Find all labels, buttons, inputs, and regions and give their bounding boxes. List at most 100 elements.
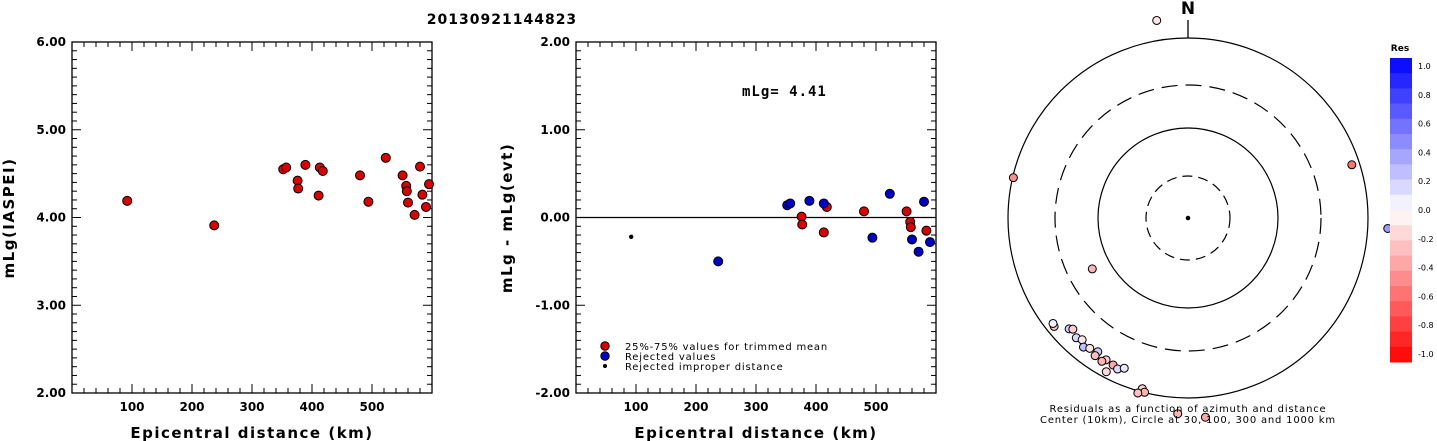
p1-data-point xyxy=(415,161,425,172)
distance-rings xyxy=(1007,37,1369,399)
legend-marker-improper xyxy=(603,364,607,368)
p1-data-point xyxy=(313,190,324,201)
p1-x-tick-label: 100 xyxy=(119,400,144,414)
magnitude-plot-frame xyxy=(71,41,433,394)
station-residual-marker xyxy=(1077,335,1087,345)
p2-data-point xyxy=(907,234,917,245)
colorbar-tick-label: 0.4 xyxy=(1418,148,1431,157)
north-label: N xyxy=(1181,0,1195,19)
station-residual-marker xyxy=(1008,173,1018,183)
station-residual-marker xyxy=(1133,388,1143,398)
p2-data-point xyxy=(797,219,808,230)
p2-x-tick-label: 200 xyxy=(683,400,708,414)
colorbar-swatch xyxy=(1390,134,1412,150)
colorbar-swatches xyxy=(1390,58,1412,363)
p2-data-point xyxy=(818,227,829,238)
colorbar-tick-label: -0.6 xyxy=(1418,292,1434,301)
p2-data-point xyxy=(919,196,929,207)
p1-data-point xyxy=(209,220,220,231)
p1-data-point xyxy=(355,170,365,181)
colorbar-swatch xyxy=(1390,73,1412,89)
distance-ring-100km xyxy=(1097,127,1279,309)
p2-x-tick-label: 100 xyxy=(623,400,648,414)
colorbar-tick-label: 0.8 xyxy=(1418,91,1431,100)
p1-y-tick-label: 5.00 xyxy=(36,123,66,137)
distance-ring-30km xyxy=(1145,175,1231,261)
p2-x-tick-label: 400 xyxy=(803,400,828,414)
p2-data-point xyxy=(818,198,829,209)
p1-y-tick-label: 4.00 xyxy=(36,211,66,225)
p1-data-point xyxy=(403,197,413,208)
colorbar-swatch xyxy=(1390,301,1412,317)
station-residual-marker xyxy=(1101,367,1111,377)
legend-label-improper: Rejected improper distance xyxy=(625,362,784,373)
distance-ring-300km xyxy=(1054,84,1322,352)
colorbar-swatch xyxy=(1390,255,1412,272)
p1-data-point xyxy=(363,196,374,207)
station-residual-marker xyxy=(1097,356,1107,366)
colorbar-tick-label: 1.0 xyxy=(1418,62,1431,71)
station-residual-marker xyxy=(1087,264,1097,274)
p2-data-point xyxy=(804,195,815,206)
station-residual-marker xyxy=(1200,412,1210,422)
residual-points xyxy=(629,188,935,267)
station-residual-marker xyxy=(1068,324,1078,334)
colorbar-swatch xyxy=(1390,103,1412,120)
event-magnitude-annotation: mLg= 4.41 xyxy=(742,84,827,100)
legend-marker-rejected xyxy=(600,351,610,361)
station-residuals xyxy=(1008,15,1393,422)
distance-ring-1000km xyxy=(1007,37,1369,399)
colorbar-swatch xyxy=(1390,88,1412,105)
station-residual-marker xyxy=(1119,363,1129,373)
residual-panel: 100 200 300 400 500 -2.00 -1.00 0.00 1.00 2.00 mL… xyxy=(498,35,937,441)
magnitude-x-axis-label: Epicentral distance (km) xyxy=(130,424,373,441)
colorbar-title: Res xyxy=(1391,44,1409,54)
colorbar-swatch xyxy=(1390,240,1412,257)
station-residual-marker xyxy=(1173,409,1183,419)
colorbar-tick-label: 0.2 xyxy=(1418,177,1431,186)
station-residual-marker xyxy=(1090,351,1100,361)
colorbar-swatch xyxy=(1390,164,1412,181)
residual-ticks: 100 200 300 400 500 -2.00 -1.00 0.00 1.00 2.00 xyxy=(535,35,936,414)
p1-y-tick-label: 6.00 xyxy=(36,35,66,49)
p2-data-point xyxy=(925,237,935,248)
colorbar-swatch xyxy=(1390,286,1412,302)
colorbar-tick-label: -0.8 xyxy=(1418,321,1434,330)
p1-data-point xyxy=(293,183,304,194)
colorbar-tick-label: -0.2 xyxy=(1418,235,1434,244)
p1-data-point xyxy=(317,165,328,176)
legend-marker-trimmed xyxy=(600,341,610,351)
p2-y-tick-label: 2.00 xyxy=(540,35,570,49)
p2-y-tick-label: 1.00 xyxy=(540,123,570,137)
station-residual-marker xyxy=(1152,15,1162,25)
p1-data-point xyxy=(300,159,311,170)
p2-data-point xyxy=(913,246,924,257)
station-residual-marker xyxy=(1347,160,1357,170)
azimuth-caption-line1: Residuals as a function of azimuth and d… xyxy=(1050,404,1327,415)
p2-data-point xyxy=(884,188,895,199)
colorbar-swatch xyxy=(1390,118,1412,135)
p1-data-point xyxy=(417,189,428,200)
p1-data-point xyxy=(281,162,292,173)
p1-x-tick-label: 400 xyxy=(299,400,324,414)
colorbar-tick-label: -1.0 xyxy=(1418,350,1434,359)
colorbar-swatch xyxy=(1390,194,1412,211)
colorbar-swatch xyxy=(1390,149,1412,165)
colorbar-swatch xyxy=(1390,331,1412,348)
legend-label-trimmed: 25%-75% values for trimmed mean xyxy=(625,342,828,353)
p1-data-point xyxy=(421,201,431,212)
p2-x-tick-label: 300 xyxy=(743,400,768,414)
colorbar-swatch xyxy=(1390,58,1412,74)
p1-data-point xyxy=(122,195,133,206)
p2-data-point xyxy=(629,234,634,240)
colorbar-tick-label: 0.6 xyxy=(1418,120,1431,129)
p2-data-point xyxy=(867,232,878,243)
p2-data-point xyxy=(713,256,724,267)
p2-x-tick-label: 500 xyxy=(863,400,888,414)
colorbar-swatch xyxy=(1390,225,1412,241)
colorbar-labels: 1.0 0.8 0.6 0.4 0.2 0.0 -0.2 -0.4 -0.6 -0.8 -1.0 xyxy=(1418,62,1434,359)
p1-data-point xyxy=(424,179,434,190)
p1-data-point xyxy=(380,152,391,163)
magnitude-panel: 100 200 300 400 500 2.00 3.00 4.00 5.00 6.00 Epic… xyxy=(0,35,434,441)
